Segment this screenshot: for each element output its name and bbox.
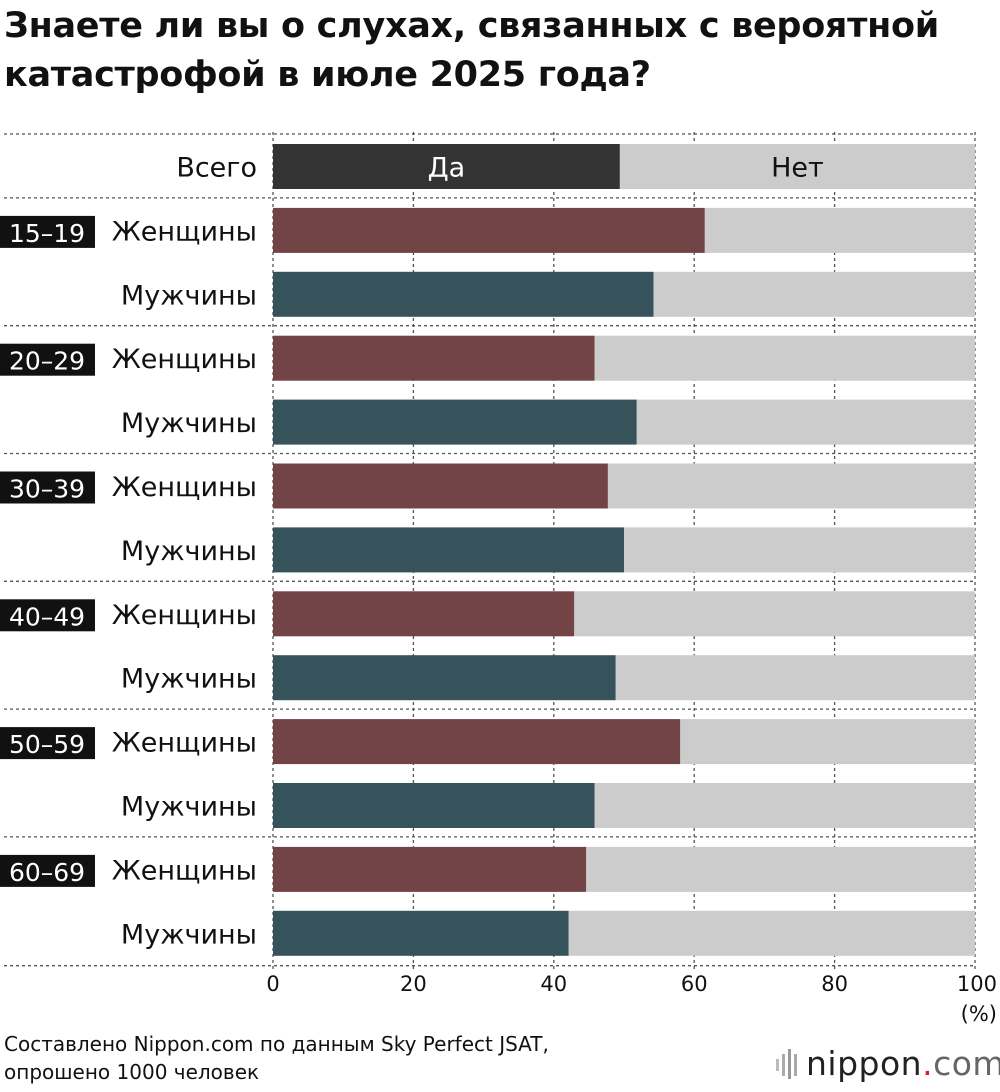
row-label: Мужчины xyxy=(121,664,257,695)
age-group-label: 50–59 xyxy=(9,730,85,759)
source-note: Составлено Nippon.com по данным Sky Perf… xyxy=(4,1030,549,1086)
row-label: Мужчины xyxy=(121,408,257,439)
no-bar xyxy=(624,527,975,573)
logo-bars-icon xyxy=(776,1048,802,1087)
age-group-badge xyxy=(0,343,95,376)
age-group-label: 40–49 xyxy=(9,602,85,631)
x-unit-label: (%) xyxy=(961,1002,997,1026)
age-group-label: 30–39 xyxy=(9,475,85,504)
row-label: Женщины xyxy=(112,600,257,631)
x-tick-label: 20 xyxy=(400,972,427,996)
men-yes-bar xyxy=(273,399,637,445)
no-bar xyxy=(636,399,975,445)
age-group-badge xyxy=(0,471,95,504)
row-label: Всего xyxy=(176,153,257,184)
no-segment-label: Нет xyxy=(771,153,824,184)
source-line-1: Составлено Nippon.com по данным Sky Perf… xyxy=(4,1032,549,1056)
no-bar xyxy=(594,335,975,381)
no-bar xyxy=(704,207,975,253)
logo-dot: . xyxy=(922,1044,934,1083)
chart-title: Знаете ли вы о слухах, связанных с вероя… xyxy=(4,6,939,95)
x-tick-label: 100 xyxy=(957,972,997,996)
no-bar xyxy=(615,655,975,701)
logo-name: nippon xyxy=(806,1044,923,1083)
row-label: Мужчины xyxy=(121,280,257,311)
no-bar xyxy=(680,719,975,765)
total-yes-bar xyxy=(273,144,620,189)
row-label: Женщины xyxy=(112,728,257,759)
x-tick-label: 40 xyxy=(540,972,567,996)
x-tick-label: 80 xyxy=(821,972,848,996)
x-tick-label: 60 xyxy=(681,972,708,996)
age-group-label: 60–69 xyxy=(9,858,85,887)
row-label: Женщины xyxy=(112,344,257,375)
no-bar xyxy=(574,591,975,637)
women-yes-bar xyxy=(273,719,681,765)
men-yes-bar xyxy=(273,271,654,317)
men-yes-bar xyxy=(273,910,569,956)
no-bar xyxy=(586,846,975,892)
nippon-logo: nippon.com xyxy=(776,1044,1000,1087)
age-group-badge xyxy=(0,215,95,248)
age-group-badge xyxy=(0,854,95,887)
no-bar xyxy=(607,463,975,509)
women-yes-bar xyxy=(273,591,575,637)
age-group-badge xyxy=(0,727,95,760)
yes-segment-label: Да xyxy=(428,153,466,184)
row-label: Мужчины xyxy=(121,919,257,950)
men-yes-bar xyxy=(273,527,624,573)
row-label: Мужчины xyxy=(121,792,257,823)
logo-suffix: com xyxy=(933,1044,1000,1083)
women-yes-bar xyxy=(273,335,595,381)
no-bar xyxy=(594,783,975,828)
row-label: Женщины xyxy=(112,855,257,886)
source-line-2: опрошено 1000 человек xyxy=(4,1060,260,1084)
men-yes-bar xyxy=(273,783,595,828)
no-bar xyxy=(653,271,975,317)
age-group-label: 20–29 xyxy=(9,347,85,376)
women-yes-bar xyxy=(273,463,608,509)
women-yes-bar xyxy=(273,207,705,253)
age-group-badge xyxy=(0,599,95,632)
no-bar xyxy=(619,144,975,189)
row-label: Женщины xyxy=(112,216,257,247)
men-yes-bar xyxy=(273,655,616,701)
bar-chart: Всего Да Нет Женщины 15–19 Мужчины Женщины 20–2… xyxy=(0,132,997,1026)
row-label: Женщины xyxy=(112,472,257,503)
age-group-label: 15–19 xyxy=(9,219,85,248)
x-tick-label: 0 xyxy=(266,972,279,996)
no-bar xyxy=(568,910,975,956)
row-label: Мужчины xyxy=(121,536,257,567)
women-yes-bar xyxy=(273,846,587,892)
